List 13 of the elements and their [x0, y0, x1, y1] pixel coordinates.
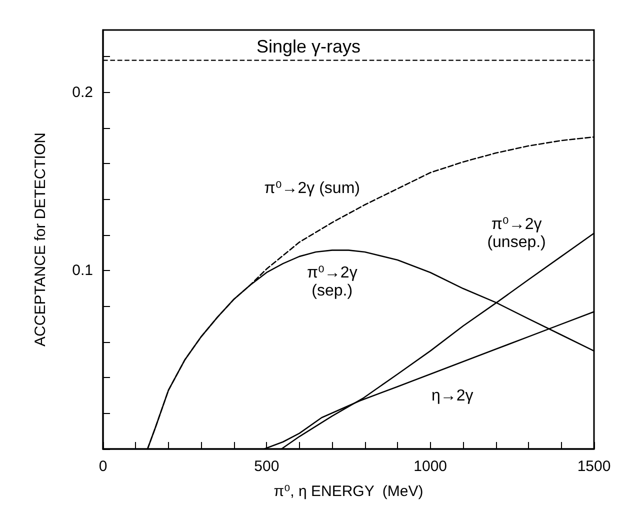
y-tick-label: 0.1 — [72, 262, 93, 280]
y-axis-title: ACCEPTANCE for DETECTION — [32, 132, 49, 346]
x-tick-label: 1000 — [414, 458, 448, 475]
x-axis-title: π⁰, η ENERGY (MeV) — [274, 483, 424, 500]
series-label: η→2γ — [431, 388, 474, 405]
x-tick-label: 1500 — [577, 458, 611, 475]
series-label: π⁰→2γ (sum) — [264, 180, 360, 198]
series-label: π⁰→2γ (unsep.) — [487, 216, 546, 252]
x-tick-label: 500 — [254, 458, 280, 475]
y-tick-label: 0.2 — [72, 84, 93, 101]
ref-line-label: Single γ-rays — [256, 36, 361, 56]
series-label: π⁰→2γ (sep.) — [306, 264, 358, 300]
x-tick-label: 0 — [98, 458, 108, 475]
